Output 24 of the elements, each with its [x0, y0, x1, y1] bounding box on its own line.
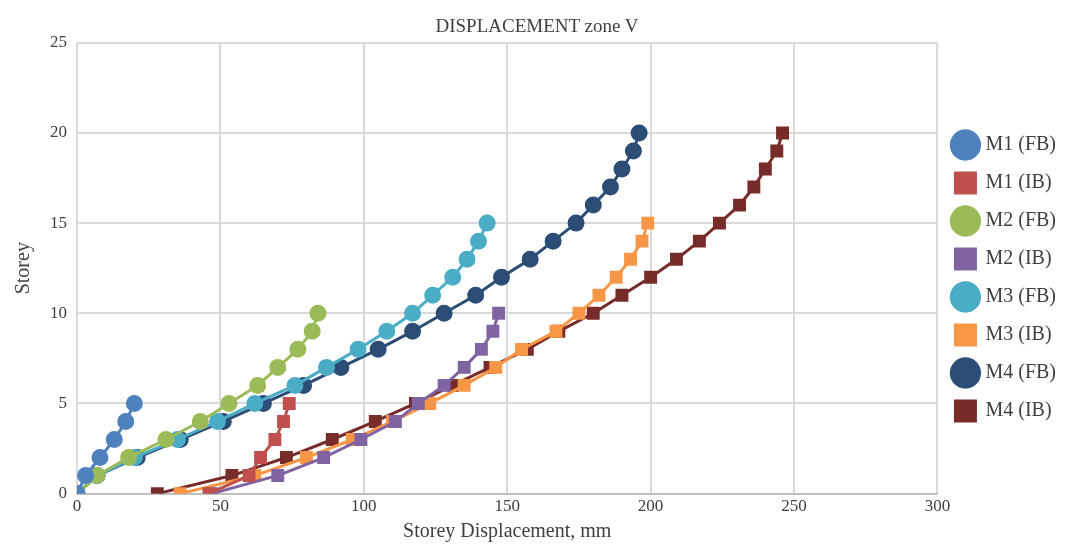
- y-tick-label: 0: [58, 483, 67, 503]
- y-axis-title: Storey: [11, 242, 35, 295]
- legend-label: M3 (IB): [985, 322, 1052, 346]
- x-tick-label: 250: [781, 496, 807, 516]
- x-tick-label: 150: [494, 496, 520, 516]
- x-tick-label: 50: [211, 496, 229, 516]
- x-tick-label: 300: [924, 496, 951, 516]
- x-tick-label: 100: [351, 496, 377, 516]
- legend-label: M2 (IB): [985, 246, 1052, 270]
- y-tick-label: 15: [50, 212, 67, 232]
- legend-label: M4 (IB): [985, 398, 1052, 422]
- y-tick-label: 10: [50, 302, 67, 322]
- legend-label: M1 (IB): [985, 170, 1052, 194]
- legend-label: M1 (FB): [985, 132, 1057, 156]
- y-tick-label: 25: [50, 32, 67, 52]
- legend-label: M2 (FB): [985, 208, 1057, 232]
- legend-label: M3 (FB): [985, 284, 1057, 308]
- x-tick-label: 200: [637, 496, 664, 516]
- y-tick-label: 5: [58, 392, 67, 412]
- y-tick-label: 20: [50, 122, 67, 142]
- chart-title: DISPLACEMENT zone V: [435, 15, 639, 37]
- legend-label: M4 (FB): [985, 360, 1057, 384]
- x-axis-title: Storey Displacement, mm: [403, 519, 612, 543]
- x-tick-label: 0: [72, 496, 82, 516]
